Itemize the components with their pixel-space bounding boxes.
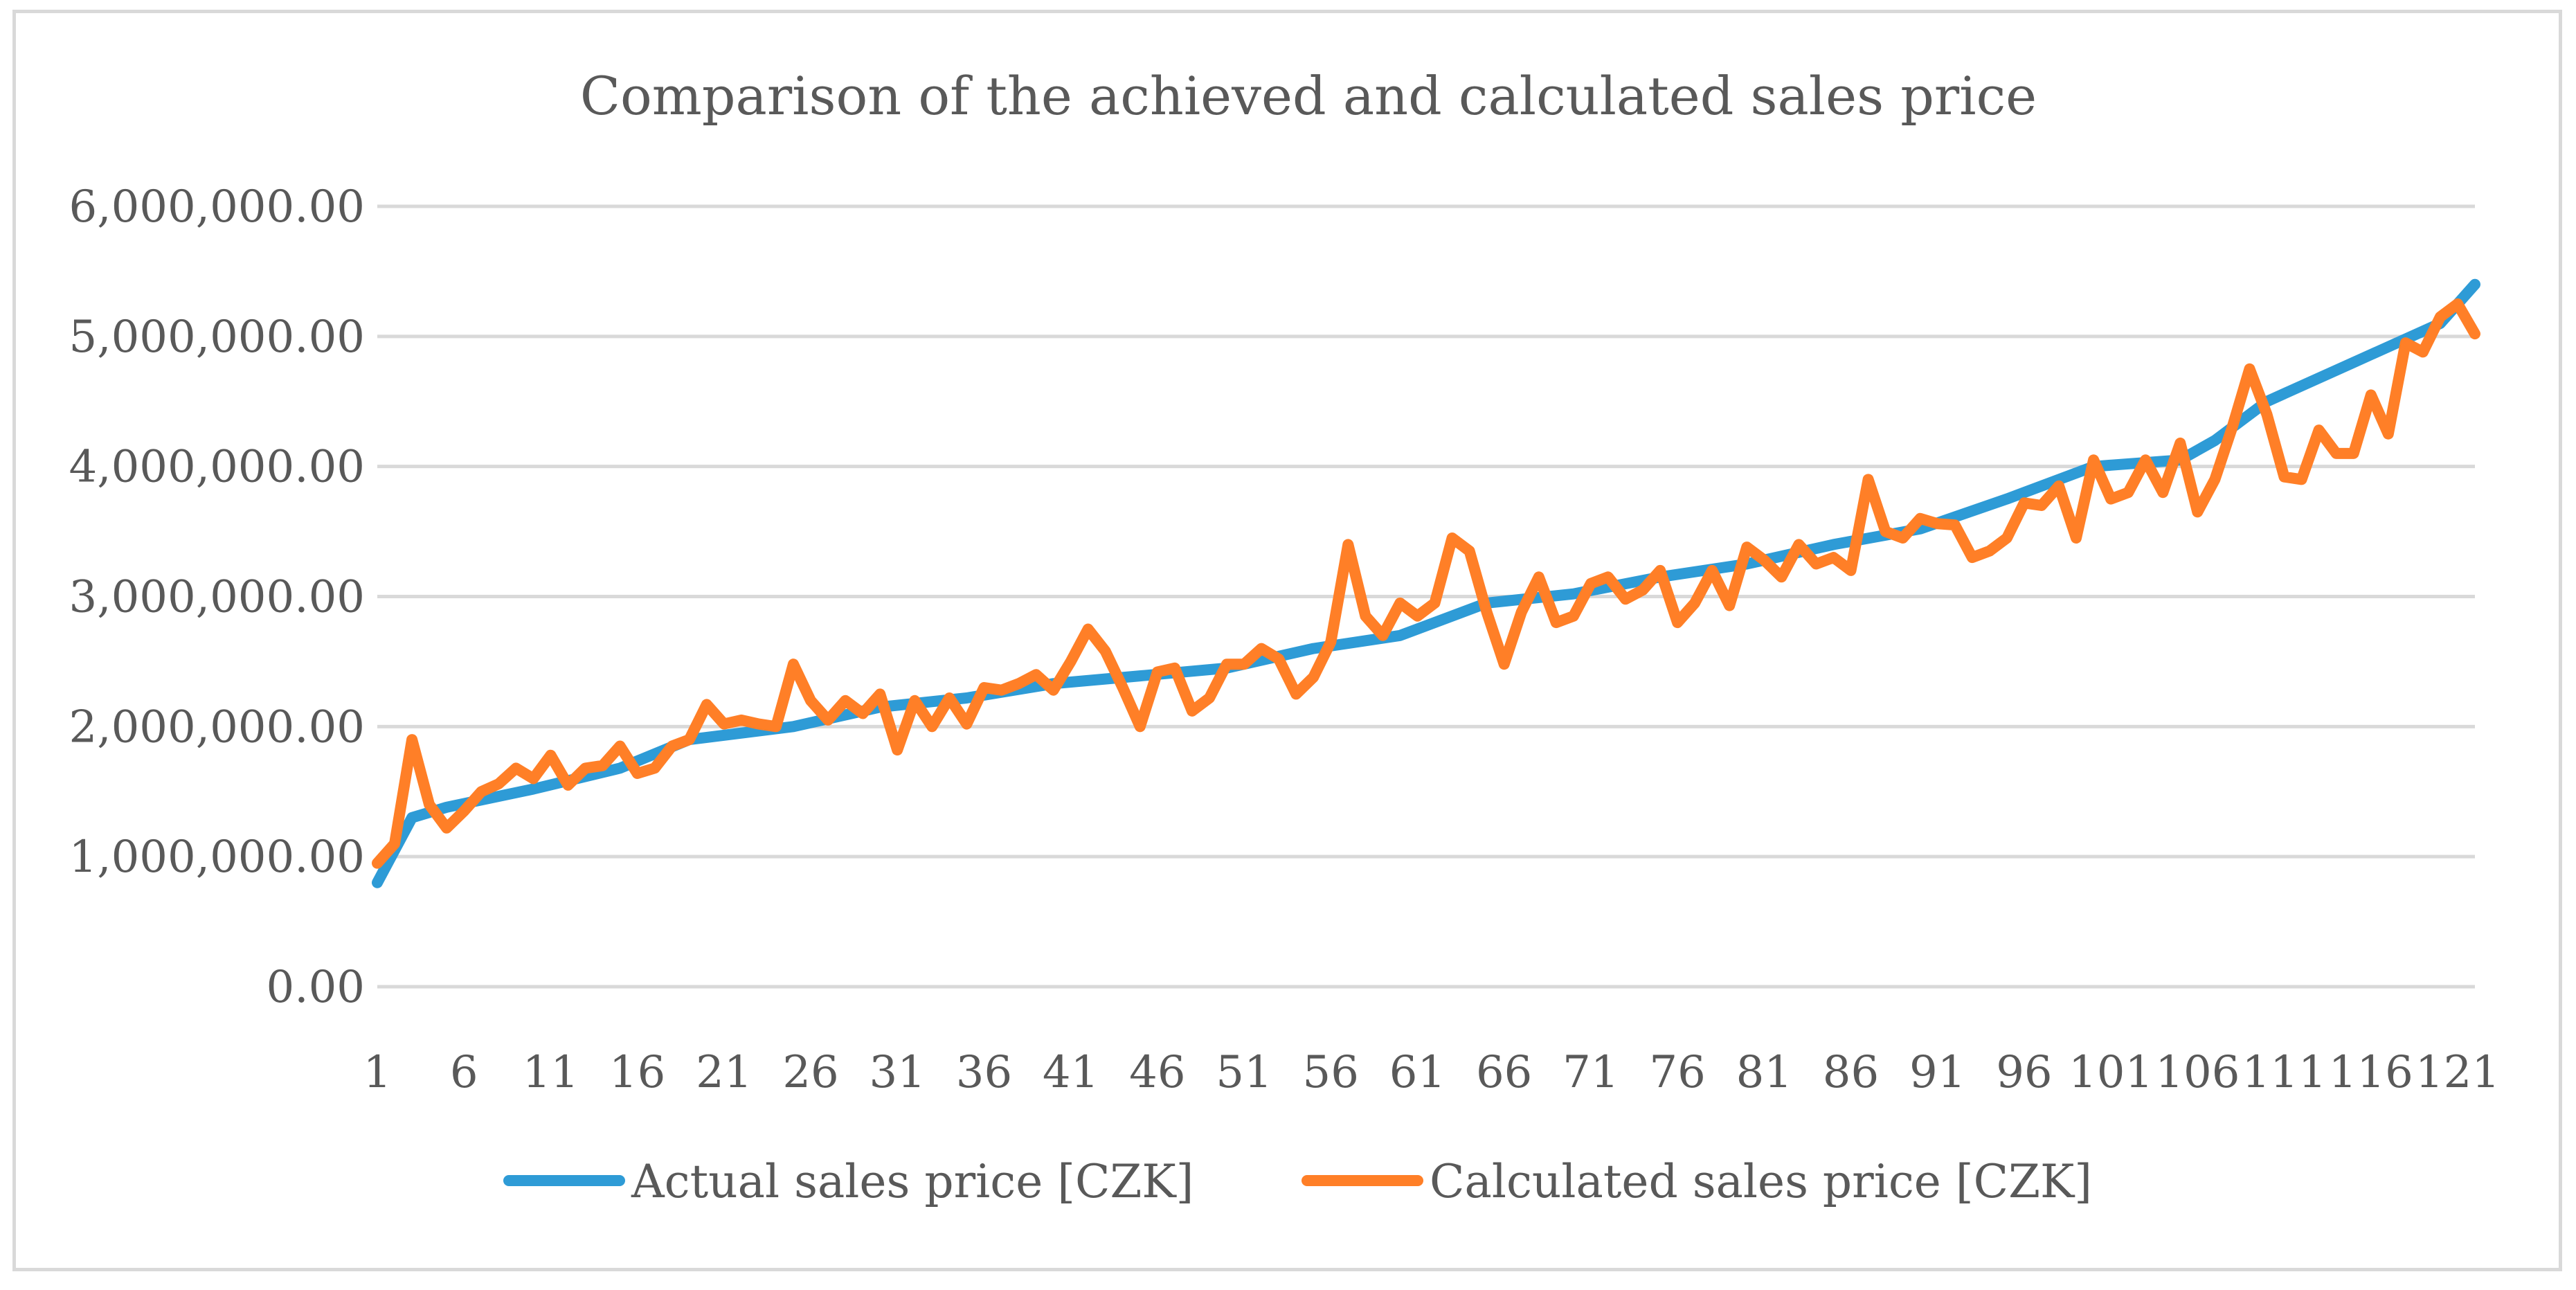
x-tick-label: 86 <box>1823 1047 1879 1098</box>
x-tick-label: 116 <box>2329 1047 2413 1098</box>
y-tick-label: 5,000,000.00 <box>69 312 366 363</box>
series-line-actual <box>372 278 2480 888</box>
chart-frame <box>12 10 2562 1271</box>
x-tick-label: 61 <box>1389 1047 1445 1098</box>
y-tick-label: 3,000,000.00 <box>69 572 366 623</box>
series-lines <box>372 278 2480 888</box>
y-tick-label: 0.00 <box>267 962 366 1013</box>
x-tick-label: 111 <box>2242 1047 2326 1098</box>
x-axis-ticks: 1 6 11 16 21 26 31 36 41 46 51 56 61 66 71 76 81 86 91 96 10… <box>363 1047 2500 1098</box>
x-tick-label: 16 <box>609 1047 665 1098</box>
series-line-calculated <box>372 298 2480 869</box>
x-tick-label: 121 <box>2415 1047 2500 1098</box>
y-tick-label: 2,000,000.00 <box>69 701 366 753</box>
y-tick-label: 1,000,000.00 <box>69 832 366 883</box>
chart-title: Comparison of the achieved and calculate… <box>580 65 2037 127</box>
x-tick-label: 56 <box>1303 1047 1359 1098</box>
x-tick-label: 1 <box>363 1047 392 1098</box>
x-tick-label: 26 <box>782 1047 838 1098</box>
x-tick-label: 81 <box>1736 1047 1792 1098</box>
y-tick-label: 6,000,000.00 <box>69 181 366 233</box>
x-tick-label: 31 <box>870 1047 926 1098</box>
legend-label-calculated: Calculated sales price [CZK] <box>1430 1155 2092 1208</box>
x-tick-label: 41 <box>1043 1047 1099 1098</box>
x-tick-label: 11 <box>523 1047 579 1098</box>
x-tick-label: 36 <box>956 1047 1012 1098</box>
y-tick-label: 4,000,000.00 <box>69 442 366 493</box>
x-tick-label: 66 <box>1476 1047 1532 1098</box>
x-tick-label: 106 <box>2155 1047 2240 1098</box>
x-tick-label: 71 <box>1562 1047 1619 1098</box>
x-tick-label: 76 <box>1649 1047 1705 1098</box>
y-axis-ticks: 0.00 1,000,000.00 2,000,000.00 3,000,000.00… <box>69 181 366 1013</box>
x-tick-label: 51 <box>1216 1047 1272 1098</box>
x-tick-label: 101 <box>2069 1047 2153 1098</box>
x-tick-label: 46 <box>1129 1047 1185 1098</box>
gridlines <box>377 204 2475 989</box>
x-tick-label: 21 <box>696 1047 752 1098</box>
x-tick-label: 91 <box>1909 1047 1965 1098</box>
legend-label-actual: Actual sales price [CZK] <box>631 1155 1194 1208</box>
x-tick-label: 6 <box>450 1047 478 1098</box>
x-tick-label: 96 <box>1996 1047 2052 1098</box>
legend: Actual sales price [CZK] Calculated sales… <box>503 1155 2092 1208</box>
